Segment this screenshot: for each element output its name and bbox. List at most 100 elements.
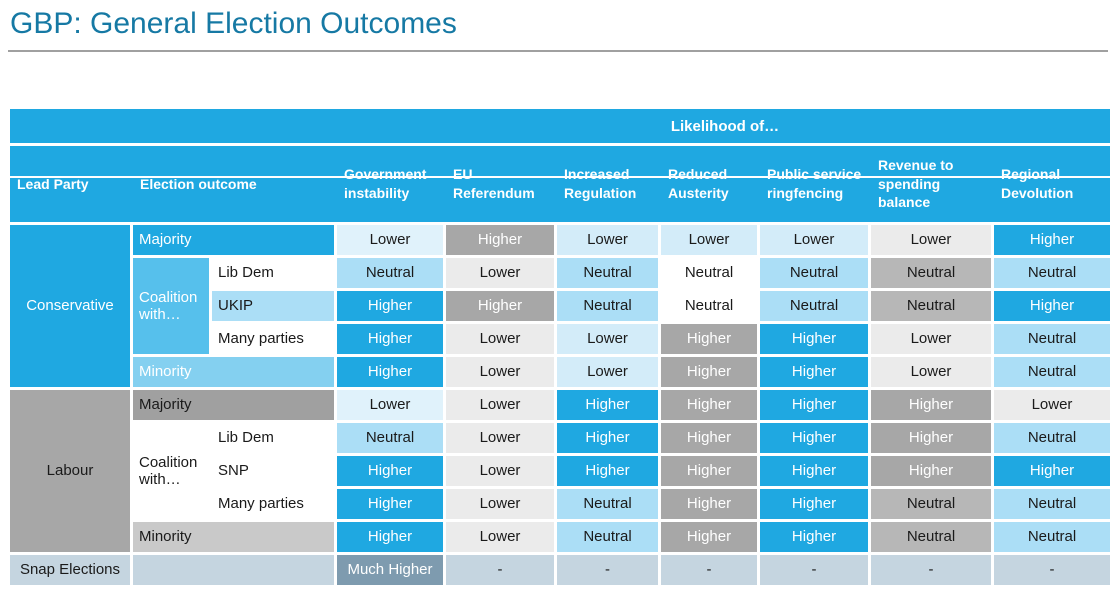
- value-cell: Neutral: [557, 291, 658, 321]
- value-cell: Higher: [760, 489, 868, 519]
- value-cell: Higher: [661, 456, 757, 486]
- value-cell: Neutral: [871, 291, 991, 321]
- value-cell: Higher: [557, 390, 658, 420]
- value-cell: Lower: [557, 324, 658, 354]
- column-header-increased-regulation: Increased Regulation: [564, 166, 637, 201]
- partner-cell-snp: SNP: [212, 456, 334, 486]
- value-cell: -: [994, 555, 1110, 585]
- value-cell: Neutral: [557, 489, 658, 519]
- value-cell: Neutral: [760, 291, 868, 321]
- column-header-eu-referendum: EU Referendum: [453, 166, 535, 201]
- value-cell: Higher: [994, 225, 1110, 255]
- value-cell: Neutral: [871, 258, 991, 288]
- value-cell: Lower: [446, 390, 554, 420]
- value-cell: Neutral: [994, 489, 1110, 519]
- value-cell: Neutral: [661, 291, 757, 321]
- value-cell: Higher: [337, 456, 443, 486]
- partner-cell-libdem: Lib Dem: [212, 423, 334, 453]
- lead-party-cell-conservative: Conservative: [10, 225, 130, 387]
- value-cell: Neutral: [871, 489, 991, 519]
- value-cell: Higher: [871, 423, 991, 453]
- value-cell: Lower: [557, 225, 658, 255]
- value-cell: Higher: [661, 390, 757, 420]
- outcome-cell-snap-span: [133, 555, 334, 585]
- likelihood-band: Likelihood of…: [10, 109, 1110, 143]
- value-cell: Lower: [994, 390, 1110, 420]
- value-cell: Higher: [994, 291, 1110, 321]
- column-header-government-instability: Government instability: [344, 166, 427, 201]
- column-header-reduced-austerity: Reduced Austerity: [668, 166, 729, 201]
- column-header-lead-party: Lead Party: [17, 175, 89, 192]
- value-cell: Higher: [871, 456, 991, 486]
- column-header-election-outcome: Election outcome: [140, 175, 257, 192]
- partner-cell-many-parties: Many parties: [212, 324, 334, 354]
- value-cell: Higher: [661, 324, 757, 354]
- value-cell: -: [760, 555, 868, 585]
- value-cell: Neutral: [760, 258, 868, 288]
- value-cell: Neutral: [994, 357, 1110, 387]
- value-cell: Higher: [760, 357, 868, 387]
- value-cell: Neutral: [994, 423, 1110, 453]
- value-cell: Lower: [337, 225, 443, 255]
- value-cell: Higher: [557, 423, 658, 453]
- value-cell: Neutral: [337, 423, 443, 453]
- value-cell: Lower: [661, 225, 757, 255]
- value-cell: Higher: [760, 324, 868, 354]
- value-cell: Lower: [446, 522, 554, 552]
- value-cell: Lower: [557, 357, 658, 387]
- value-cell: Higher: [337, 357, 443, 387]
- value-cell: Neutral: [994, 522, 1110, 552]
- value-cell: Neutral: [661, 258, 757, 288]
- value-cell: Lower: [446, 258, 554, 288]
- outcome-cell-minority: Minority: [133, 522, 334, 552]
- value-cell: Lower: [446, 324, 554, 354]
- outcome-cell-coalition: Coalition with…: [133, 258, 209, 354]
- value-cell: Higher: [661, 357, 757, 387]
- outcome-cell-coalition: Coalition with…: [133, 423, 209, 519]
- value-cell: Lower: [760, 225, 868, 255]
- value-cell: Lower: [871, 357, 991, 387]
- table-grid: Likelihood of… Lead Party Election outco…: [10, 109, 1110, 585]
- column-header-revenue-spending-balance: Revenue to spending balance: [878, 156, 954, 211]
- value-cell: Lower: [871, 225, 991, 255]
- likelihood-band-label: Likelihood of…: [670, 117, 780, 135]
- value-cell: Higher: [760, 390, 868, 420]
- value-cell: Lower: [446, 489, 554, 519]
- value-cell: Lower: [446, 357, 554, 387]
- value-cell: Higher: [871, 390, 991, 420]
- value-cell: Lower: [871, 324, 991, 354]
- value-cell: Higher: [446, 291, 554, 321]
- value-cell: Neutral: [557, 522, 658, 552]
- value-cell-much-higher: Much Higher: [337, 555, 443, 585]
- value-cell: Higher: [337, 489, 443, 519]
- value-cell: Higher: [760, 522, 868, 552]
- value-cell: Lower: [337, 390, 443, 420]
- value-cell: Higher: [337, 324, 443, 354]
- value-cell: Neutral: [557, 258, 658, 288]
- header-divider-line: [10, 176, 1110, 178]
- lead-party-cell-snap-elections: Snap Elections: [10, 555, 130, 585]
- partner-cell-libdem: Lib Dem: [212, 258, 334, 288]
- value-cell: Higher: [760, 423, 868, 453]
- value-cell: Neutral: [994, 324, 1110, 354]
- value-cell: Lower: [446, 423, 554, 453]
- value-cell: Higher: [557, 456, 658, 486]
- election-outcomes-table: Likelihood of… Lead Party Election outco…: [10, 109, 1117, 585]
- value-cell: Higher: [337, 522, 443, 552]
- column-header-regional-devolution: Regional Devolution: [1001, 166, 1074, 201]
- outcome-cell-majority: Majority: [133, 390, 334, 420]
- value-cell: -: [557, 555, 658, 585]
- partner-cell-many-parties: Many parties: [212, 489, 334, 519]
- outcome-cell-majority: Majority: [133, 225, 334, 255]
- value-cell: Higher: [994, 456, 1110, 486]
- column-header-public-service-ringfencing: Public service ringfencing: [767, 166, 862, 201]
- value-cell: Neutral: [994, 258, 1110, 288]
- value-cell: Neutral: [337, 258, 443, 288]
- value-cell: Higher: [661, 423, 757, 453]
- value-cell: Higher: [661, 522, 757, 552]
- lead-party-cell-labour: Labour: [10, 390, 130, 552]
- value-cell: -: [446, 555, 554, 585]
- title-underline: [8, 50, 1108, 52]
- value-cell: Neutral: [871, 522, 991, 552]
- value-cell: Higher: [337, 291, 443, 321]
